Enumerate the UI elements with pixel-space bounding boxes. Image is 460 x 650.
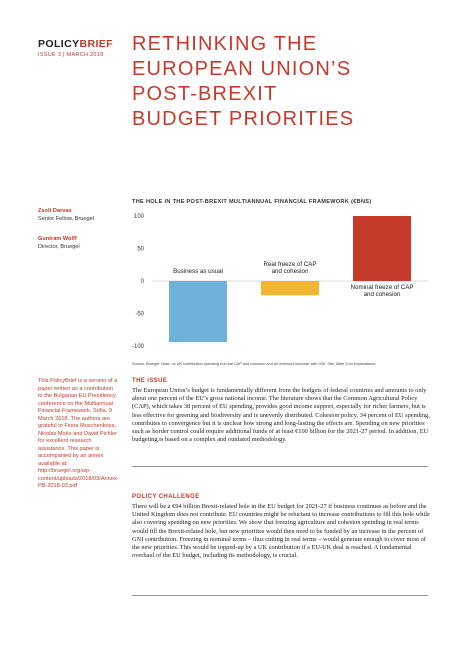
author-name: Guntram Wolff — [38, 236, 77, 242]
bar-3 — [353, 216, 411, 281]
author-2: Guntram Wolff Director, Bruegel — [38, 236, 118, 250]
bar-chart: 100 50 0 -50 -100 Business as usual Real freez… — [132, 214, 428, 350]
category-label: Real freeze of CAP and cohesion — [264, 261, 317, 275]
author-1: Zsolt Darvas Senior Fellow, Bruegel — [38, 208, 118, 222]
author-role: Director, Bruegel — [38, 244, 80, 250]
title-line-4: BUDGET PRIORITIES — [132, 108, 355, 130]
divider — [132, 595, 428, 596]
category-label: Business as usual — [173, 268, 223, 275]
authors: Zsolt Darvas Senior Fellow, Bruegel Gunt… — [38, 208, 118, 264]
y-tick-label: 0 — [141, 279, 145, 285]
title-line-1: RETHINKING THE — [132, 33, 318, 55]
author-name: Zsolt Darvas — [38, 208, 72, 214]
section-body-issue: The European Union’s budget is fundament… — [132, 387, 430, 444]
policy-brief-logo: POLICYBRIEF — [38, 38, 113, 50]
chart-title: THE HOLE IN THE POST-BREXIT MULTIANNUAL … — [132, 199, 372, 205]
title-line-2: EUROPEAN UNION’S — [132, 58, 352, 80]
y-tick-label: 100 — [134, 214, 145, 220]
title-line-3: POST-BREXIT — [132, 83, 278, 105]
author-role: Senior Fellow, Bruegel — [38, 216, 94, 222]
section-body-policy-challenge: There will be a €94 billion Brexit-relat… — [132, 503, 430, 560]
section-title-policy-challenge: POLICY CHALLENGE — [132, 494, 200, 500]
sidebar-note: This PolicyBrief is a version of a paper… — [38, 378, 119, 489]
page-title: RETHINKING THE EUROPEAN UNION’S POST-BRE… — [132, 32, 432, 132]
y-tick-label: 50 — [137, 247, 144, 253]
section-title-issue: THE ISSUE — [132, 378, 168, 384]
category-label: Nominal freeze of CAP and cohesion — [351, 284, 414, 298]
chart-source: Source: Bruegel. Note: no UK contributio… — [132, 362, 377, 366]
bar-1 — [169, 281, 227, 343]
bar-2 — [261, 281, 319, 296]
issue-line: ISSUE 3 | MARCH 2018 — [38, 52, 104, 58]
divider — [132, 466, 428, 467]
y-tick-label: -50 — [135, 312, 144, 318]
y-tick-label: -100 — [132, 344, 145, 350]
